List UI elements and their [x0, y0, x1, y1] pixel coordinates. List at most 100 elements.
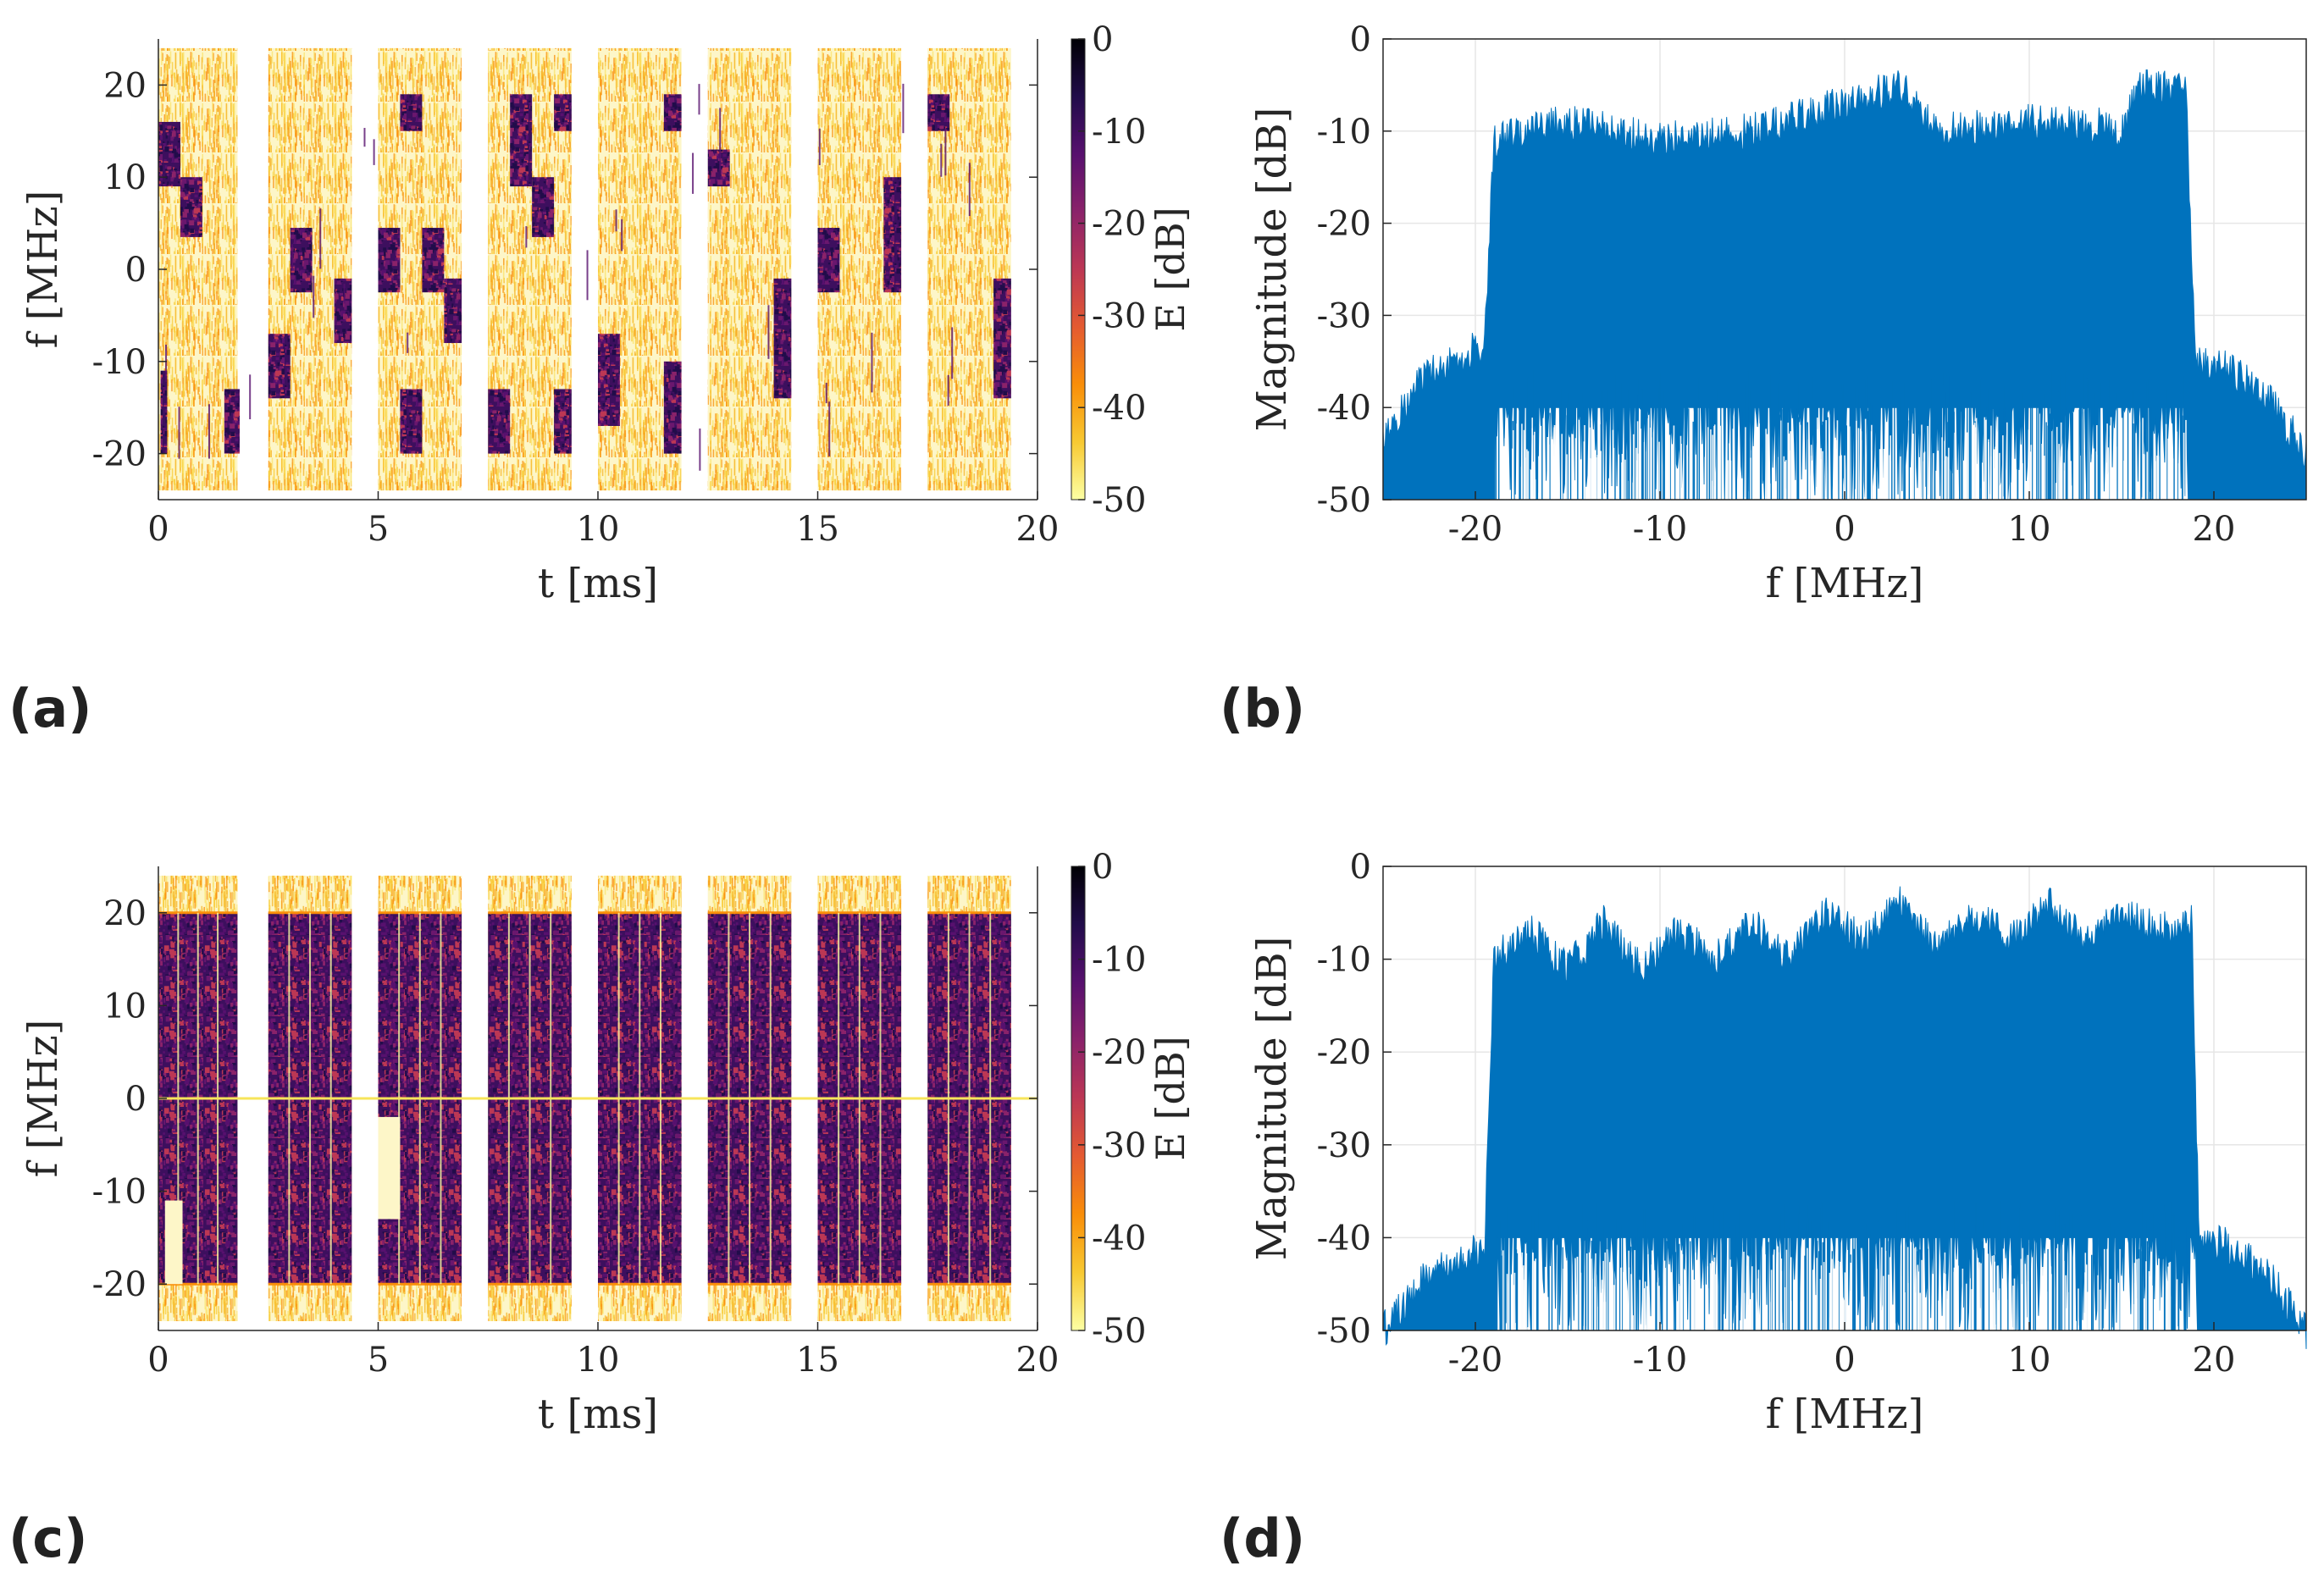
burst-22 — [817, 228, 840, 293]
axes-frame-3: -20 -10 0 10 20 0 -10 -20 -30 -40 -50 f [MHz] Magnit… — [1248, 848, 2307, 1438]
y-tick-label-1: -10 — [92, 343, 147, 382]
y-tick-label-0: -20 — [92, 1265, 147, 1304]
x-tick-label-1: -10 — [1633, 510, 1687, 549]
burst-14 — [532, 177, 555, 237]
burst-7 — [378, 228, 401, 293]
spur-7 — [249, 374, 252, 420]
burst-21 — [773, 278, 792, 399]
burst-25 — [993, 278, 1011, 399]
burst-3 — [224, 389, 241, 454]
x-tick-label-0: -20 — [1448, 1341, 1502, 1380]
colorbar-0: 0 -10 -20 -30 -40 -50 E [dB] — [1071, 20, 1193, 520]
y-tick-label-3: 10 — [103, 158, 147, 197]
burst-8 — [400, 94, 423, 131]
axes-frame-2: 0 5 10 15 20 -20 -10 0 10 20 t [ms] f [MHz] — [19, 866, 1059, 1438]
burst-6 — [334, 278, 352, 344]
colorbar-tick-label-1: -10 — [1092, 113, 1146, 152]
spur-24 — [825, 382, 827, 404]
gap-0 — [164, 1200, 183, 1285]
x-axis-label: f [MHz] — [1766, 1391, 1924, 1438]
spur-14 — [951, 327, 954, 379]
y-tick-label-4: 20 — [103, 66, 147, 105]
x-tick-label-1: 5 — [368, 1341, 389, 1380]
burst-24 — [927, 94, 950, 131]
x-tick-label-4: 20 — [2193, 510, 2236, 549]
colorbar-ramp — [1071, 866, 1086, 1331]
y-tick-label-2: -20 — [1317, 205, 1371, 244]
x-axis-label: t [ms] — [538, 560, 658, 607]
spectrogram-2 — [158, 866, 1038, 1330]
colorbar-ramp — [1071, 38, 1086, 501]
axes-frame-0: 0 5 10 15 20 -20 -10 0 10 20 t [ms] f [MHz] — [19, 39, 1059, 607]
y-tick-label-0: -20 — [92, 435, 147, 474]
y-tick-label-1: -10 — [92, 1173, 147, 1212]
colorbar-tick-label-3: -30 — [1092, 1126, 1146, 1165]
x-tick-label-3: 15 — [796, 1341, 839, 1380]
spur-26 — [290, 244, 293, 271]
burst-4 — [268, 334, 290, 399]
colorbar-tick-label-2: -20 — [1092, 1033, 1146, 1072]
spur-19 — [343, 284, 346, 304]
burst-20 — [707, 149, 730, 187]
colorbar-tick-label-4: -40 — [1092, 1219, 1146, 1258]
x-tick-label-3: 10 — [2008, 1341, 2051, 1380]
y-tick-label-3: 10 — [103, 987, 147, 1026]
y-tick-label-2: 0 — [125, 251, 147, 290]
burst-19 — [663, 94, 682, 131]
spur-10 — [699, 428, 701, 471]
y-axis-label: Magnitude [dB] — [1248, 108, 1296, 432]
colorbar-label: E [dB] — [1148, 1036, 1193, 1160]
burst-12 — [488, 389, 511, 454]
spur-15 — [719, 108, 722, 170]
spur-5 — [947, 374, 949, 406]
spur-17 — [767, 305, 770, 359]
spectrogram-0 — [158, 39, 1038, 500]
x-axis-label: t [ms] — [538, 1391, 658, 1438]
colorbar-tick-label-0: 0 — [1092, 20, 1113, 59]
spur-8 — [615, 209, 617, 232]
burst-9 — [400, 389, 423, 454]
colorbar-tick-label-5: -50 — [1092, 1312, 1146, 1351]
spur-22 — [319, 208, 322, 269]
panel-label-c: (c) — [8, 1507, 88, 1569]
colorbar-tick-label-0: 0 — [1092, 848, 1113, 887]
spur-28 — [871, 332, 873, 393]
spur-6 — [586, 250, 589, 301]
panel-label-b: (b) — [1220, 678, 1306, 739]
x-axis-label: f [MHz] — [1766, 560, 1924, 607]
colorbar-tick-label-3: -30 — [1092, 296, 1146, 335]
y-tick-label-2: 0 — [125, 1080, 147, 1119]
x-tick-label-2: 0 — [1834, 510, 1855, 549]
x-tick-label-1: -10 — [1633, 1341, 1687, 1380]
y-tick-label-1: -10 — [1317, 941, 1371, 980]
spur-20 — [902, 83, 905, 134]
spur-0 — [944, 128, 947, 176]
y-tick-label-5: -50 — [1317, 1312, 1371, 1351]
x-tick-label-1: 5 — [368, 510, 389, 549]
burst-1 — [180, 177, 202, 237]
x-tick-label-0: 0 — [147, 510, 169, 549]
burst-5 — [290, 228, 313, 293]
burst-11 — [444, 278, 462, 344]
colorbar-tick-label-4: -40 — [1092, 389, 1146, 428]
spur-29 — [828, 401, 831, 456]
y-axis-label: f [MHz] — [19, 1020, 67, 1178]
burst-10 — [422, 228, 445, 293]
spur-4 — [621, 218, 623, 252]
burst-13 — [510, 94, 533, 187]
spur-12 — [698, 84, 700, 115]
y-axis-label: f [MHz] — [19, 191, 67, 349]
burst-23 — [883, 177, 902, 293]
spur-27 — [178, 407, 180, 459]
axes-frame-1: -20 -10 0 10 20 0 -10 -20 -30 -40 -50 f [MHz] Magnit… — [1248, 20, 2307, 607]
spur-13 — [525, 226, 528, 248]
burst-16 — [554, 389, 572, 454]
x-tick-label-4: 20 — [2193, 1341, 2236, 1380]
spur-1 — [165, 344, 168, 383]
spectrum-3 — [1382, 886, 2307, 1349]
colorbar-tick-label-1: -10 — [1092, 941, 1146, 980]
packet-noise-5 — [707, 47, 792, 491]
spur-9 — [940, 143, 943, 177]
y-axis-label: Magnitude [dB] — [1248, 937, 1296, 1261]
